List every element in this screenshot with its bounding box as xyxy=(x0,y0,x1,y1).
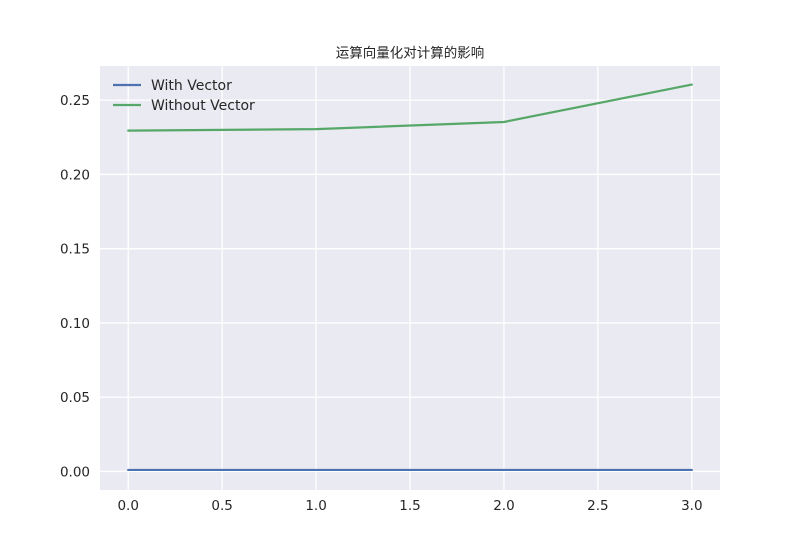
x-tick-label: 3.0 xyxy=(681,498,702,514)
y-tick-label: 0.15 xyxy=(60,242,90,258)
y-axis-ticks: 0.00 0.05 0.10 0.15 0.20 0.25 xyxy=(60,93,90,480)
x-tick-label: 2.5 xyxy=(587,498,608,514)
x-axis-ticks: 0.0 0.5 1.0 1.5 2.0 2.5 3.0 xyxy=(117,498,702,514)
chart-title: 运算向量化对计算的影响 xyxy=(336,46,485,62)
x-tick-label: 0.5 xyxy=(211,498,232,514)
series-lines xyxy=(127,83,693,472)
legend-label: Without Vector xyxy=(151,98,255,114)
grid xyxy=(100,66,720,490)
legend: With Vector Without Vector xyxy=(113,78,255,114)
y-tick-label: 0.05 xyxy=(60,390,90,406)
x-tick-label: 0.0 xyxy=(117,498,138,514)
y-tick-label: 0.00 xyxy=(60,464,90,480)
series-line xyxy=(127,83,693,132)
y-tick-label: 0.10 xyxy=(60,316,90,332)
legend-label: With Vector xyxy=(151,78,232,94)
x-tick-label: 1.5 xyxy=(399,498,420,514)
y-tick-label: 0.20 xyxy=(60,167,90,183)
x-tick-label: 2.0 xyxy=(493,498,514,514)
x-tick-label: 1.0 xyxy=(305,498,326,514)
y-tick-label: 0.25 xyxy=(60,93,90,109)
